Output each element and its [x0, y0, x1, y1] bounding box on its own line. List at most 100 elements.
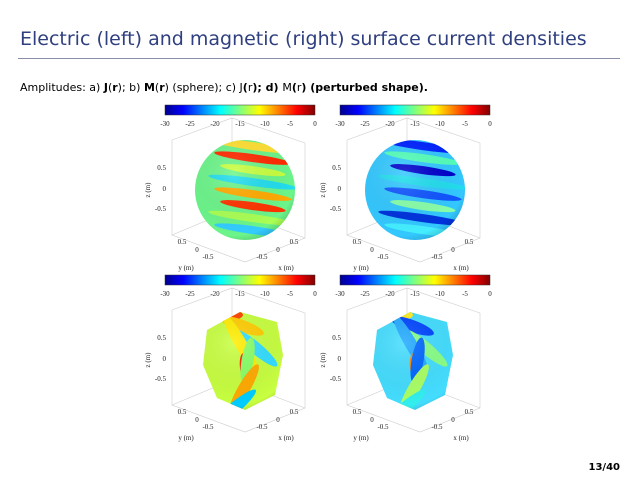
y-tick-label: -0.5 [377, 423, 389, 431]
caption-part: M [143, 81, 155, 94]
colorbar-tick-label: -10 [435, 120, 445, 128]
x-tick-label: 0 [276, 246, 280, 254]
x-tick-label: 0.5 [290, 408, 299, 416]
colorbar-tick-label: 0 [313, 120, 317, 128]
x-axis-label: x (m) [278, 434, 294, 442]
y-tick-label: 0.5 [353, 238, 362, 246]
z-tick-label: 0 [338, 185, 342, 193]
z-tick-label: 0 [338, 355, 342, 363]
y-axis-label: y (m) [178, 264, 194, 272]
page-number: 13/40 [588, 462, 620, 473]
x-axis-label: x (m) [453, 434, 469, 442]
colorbar-tick-label: -5 [287, 120, 293, 128]
plot-panel: -30 -25 -20 -15 -10 -5 0z (m)0.50-0.50.50-0.5y… [319, 274, 492, 442]
colorbar [164, 104, 316, 116]
z-tick-label: 0.5 [157, 164, 166, 172]
surface [195, 140, 295, 240]
x-tick-label: 0.5 [290, 238, 299, 246]
colorbar-tick-label: 0 [488, 290, 492, 298]
x-tick-label: -0.5 [256, 423, 268, 431]
caption-part: ) (perturbed shape). [301, 81, 428, 94]
z-axis-label: z (m) [144, 352, 152, 368]
y-tick-label: 0.5 [178, 238, 187, 246]
colorbar [339, 274, 491, 286]
z-axis-label: z (m) [319, 182, 327, 198]
caption-part: M [282, 81, 292, 94]
z-tick-label: -0.5 [155, 375, 167, 383]
z-axis-label: z (m) [319, 352, 327, 368]
x-tick-label: 0 [451, 416, 455, 424]
colorbar [164, 274, 316, 286]
y-tick-label: -0.5 [202, 253, 214, 261]
x-axis-label: x (m) [278, 264, 294, 272]
y-axis-label: y (m) [353, 434, 369, 442]
caption-part: Amplitudes: a) [20, 81, 104, 94]
colorbar-tick-label: -25 [185, 290, 195, 298]
z-tick-label: 0.5 [157, 334, 166, 342]
y-tick-label: 0.5 [178, 408, 187, 416]
colorbar-tick-label: -10 [260, 290, 270, 298]
caption-part: ( [291, 81, 297, 94]
caption-part: ) (sphere); c) [164, 81, 240, 94]
y-tick-label: -0.5 [377, 253, 389, 261]
colorbar-tick-label: -5 [462, 120, 468, 128]
colorbar-tick-label: 0 [313, 290, 317, 298]
x-tick-label: 0.5 [465, 408, 474, 416]
z-tick-label: 0.5 [332, 164, 341, 172]
caption-part: J [239, 81, 243, 94]
colorbar-tick-label: 0 [488, 120, 492, 128]
caption-part: ( [107, 81, 113, 94]
colorbar-tick-label: -5 [287, 290, 293, 298]
caption-part: r [112, 81, 118, 94]
surface [365, 140, 465, 240]
x-tick-label: -0.5 [256, 253, 268, 261]
surface [203, 312, 283, 410]
colorbar-tick-label: -15 [235, 120, 245, 128]
z-tick-label: 0 [163, 355, 167, 363]
y-tick-label: 0 [195, 246, 199, 254]
colorbar-tick-label: -5 [462, 290, 468, 298]
colorbar-tick-label: -30 [335, 290, 345, 298]
colorbar-tick-label: -10 [435, 290, 445, 298]
colorbar [339, 104, 491, 116]
colorbar-tick-label: -25 [360, 120, 370, 128]
x-tick-label: 0 [451, 246, 455, 254]
y-axis-label: y (m) [353, 264, 369, 272]
caption-part: ); d) [252, 81, 283, 94]
y-tick-label: 0.5 [353, 408, 362, 416]
y-tick-label: 0 [195, 416, 199, 424]
caption-part: ( [242, 81, 248, 94]
z-tick-label: 0.5 [332, 334, 341, 342]
colorbar-tick-label: -30 [160, 120, 170, 128]
colorbar-tick-label: -25 [185, 120, 195, 128]
caption-part: J [103, 81, 108, 94]
title-rule [18, 58, 620, 59]
z-tick-label: -0.5 [330, 375, 342, 383]
caption-part: ); b) [117, 81, 144, 94]
colorbar-tick-label: -15 [410, 120, 420, 128]
surface-shade [365, 140, 465, 240]
y-tick-label: -0.5 [202, 423, 214, 431]
x-tick-label: -0.5 [431, 423, 443, 431]
caption-part: r [159, 81, 165, 94]
colorbar-tick-label: -10 [260, 120, 270, 128]
plot-panel: -30 -25 -20 -15 -10 -5 0z (m)0.50-0.50.50-0.5y… [144, 274, 317, 442]
caption-part: r [296, 81, 302, 94]
z-axis-label: z (m) [144, 182, 152, 198]
surface [373, 312, 453, 410]
colorbar-tick-label: -30 [160, 290, 170, 298]
colorbar-tick-label: -15 [235, 290, 245, 298]
surface-shade [195, 140, 295, 240]
z-tick-label: -0.5 [330, 205, 342, 213]
colorbar-tick-label: -30 [335, 120, 345, 128]
y-axis-label: y (m) [178, 434, 194, 442]
z-tick-label: -0.5 [155, 205, 167, 213]
y-tick-label: 0 [370, 416, 374, 424]
surface-shade [373, 312, 453, 410]
x-tick-label: 0 [276, 416, 280, 424]
plot-panel: -30 -25 -20 -15 -10 -5 0z (m)0.50-0.50.50-0.5y… [144, 104, 317, 272]
x-tick-label: -0.5 [431, 253, 443, 261]
x-tick-label: 0.5 [465, 238, 474, 246]
